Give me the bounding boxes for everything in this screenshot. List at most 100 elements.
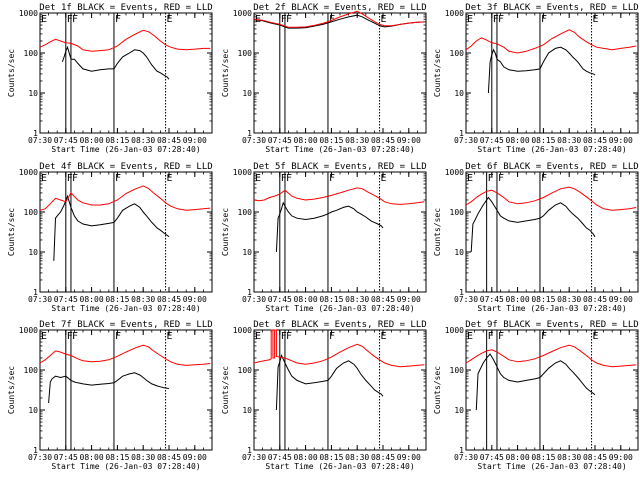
lld-series-line xyxy=(39,344,211,366)
y-tick-label: 1000 xyxy=(233,9,252,18)
x-axis-label: Start Time (26-Jan-03 07:28:40) xyxy=(51,304,200,313)
y-tick-label: 1 xyxy=(247,288,252,297)
x-axis-label: Start Time (26-Jan-03 07:28:40) xyxy=(265,462,414,471)
lld-series-line xyxy=(39,29,211,52)
y-tick-label: 1000 xyxy=(233,168,252,177)
marker-label: E xyxy=(167,331,173,342)
x-tick-label: 08:15 xyxy=(531,295,555,304)
x-tick-label: 08:15 xyxy=(105,453,129,462)
plot-frame xyxy=(465,329,639,451)
x-tick-label: 08:30 xyxy=(345,136,369,145)
x-tick-label: 08:15 xyxy=(319,453,343,462)
marker-label: F xyxy=(329,173,335,184)
edge-marker-label: E xyxy=(41,331,47,342)
marker-label: F xyxy=(72,331,78,342)
y-tick-label: 10 xyxy=(242,406,252,415)
x-tick-label: 08:00 xyxy=(506,136,530,145)
x-tick-label: 08:30 xyxy=(557,136,581,145)
marker-label: F xyxy=(286,14,292,25)
x-tick-label: 08:30 xyxy=(131,136,155,145)
x-tick-label: 07:30 xyxy=(454,453,478,462)
chart-panel: Det 8f BLACK = Events, RED = LLD 1 10 100 10… xyxy=(221,320,427,471)
chart-title: Det 6f BLACK = Events, RED = LLD xyxy=(465,162,638,172)
y-axis-label: Counts/sec xyxy=(433,366,442,414)
x-tick-label: 08:45 xyxy=(583,453,607,462)
lld-series-line xyxy=(465,186,637,211)
x-tick-label: 08:15 xyxy=(319,295,343,304)
x-tick-label: 08:00 xyxy=(294,453,318,462)
x-tick-label: 08:15 xyxy=(105,136,129,145)
y-tick-label: 10 xyxy=(28,248,38,257)
x-tick-label: 07:30 xyxy=(28,136,52,145)
y-tick-label: 100 xyxy=(238,208,253,217)
y-tick-label: 1 xyxy=(459,129,464,138)
marker-label: F xyxy=(72,173,78,184)
x-tick-label: 08:15 xyxy=(531,453,555,462)
events-series-line xyxy=(275,201,384,253)
y-tick-label: 1000 xyxy=(445,326,464,335)
x-tick-label: 07:45 xyxy=(54,453,78,462)
chart-panel: Det 2f BLACK = Events, RED = LLD 1 10 100 10… xyxy=(221,3,427,154)
y-tick-label: 1000 xyxy=(233,326,252,335)
marker-label: F xyxy=(498,173,504,184)
x-tick-label: 08:30 xyxy=(345,453,369,462)
events-series-line xyxy=(487,46,596,94)
x-tick-label: 07:45 xyxy=(54,136,78,145)
x-tick-label: 07:30 xyxy=(242,136,266,145)
chart-panel: Det 1f BLACK = Events, RED = LLD 1 10 100 10… xyxy=(7,3,213,154)
x-tick-label: 08:30 xyxy=(557,453,581,462)
marker-label: F xyxy=(67,173,73,184)
x-tick-label: 09:00 xyxy=(397,136,421,145)
edge-marker-label: E xyxy=(467,331,473,342)
lld-series-line xyxy=(253,187,425,205)
marker-label: F xyxy=(115,331,121,342)
x-tick-label: 07:30 xyxy=(454,136,478,145)
y-tick-label: 100 xyxy=(450,208,465,217)
marker-label: E xyxy=(593,173,599,184)
marker-label: E xyxy=(381,331,387,342)
marker-label: F xyxy=(498,14,504,25)
chart-title: Det 2f BLACK = Events, RED = LLD xyxy=(253,3,426,13)
x-tick-label: 07:45 xyxy=(480,136,504,145)
marker-label: F xyxy=(286,173,292,184)
y-tick-label: 1000 xyxy=(445,168,464,177)
y-tick-label: 10 xyxy=(454,406,464,415)
x-tick-label: 07:45 xyxy=(480,295,504,304)
x-tick-label: 08:00 xyxy=(80,453,104,462)
y-axis-label: Counts/sec xyxy=(433,208,442,256)
y-axis-label: Counts/sec xyxy=(7,49,16,97)
marker-label: E xyxy=(381,173,387,184)
marker-label: F xyxy=(541,14,547,25)
y-tick-label: 10 xyxy=(242,89,252,98)
x-tick-label: 08:15 xyxy=(531,136,555,145)
x-tick-label: 08:00 xyxy=(294,136,318,145)
y-tick-label: 100 xyxy=(450,366,465,375)
lld-series-line xyxy=(253,329,425,368)
marker-label: E xyxy=(167,14,173,25)
x-tick-label: 09:00 xyxy=(609,136,633,145)
chart-panel: Det 5f BLACK = Events, RED = LLD 1 10 100 10… xyxy=(221,162,427,313)
x-tick-label: 08:45 xyxy=(583,295,607,304)
lld-series-line xyxy=(253,10,425,28)
x-tick-label: 08:00 xyxy=(506,295,530,304)
x-tick-label: 08:00 xyxy=(506,453,530,462)
edge-marker-label: E xyxy=(41,14,47,25)
chart-panel: Det 3f BLACK = Events, RED = LLD 1 10 100 10… xyxy=(433,3,639,154)
x-tick-label: 07:45 xyxy=(54,295,78,304)
edge-marker-label: E xyxy=(467,14,473,25)
y-tick-label: 10 xyxy=(454,89,464,98)
y-tick-label: 100 xyxy=(238,366,253,375)
x-tick-label: 07:30 xyxy=(242,295,266,304)
marker-label: F xyxy=(281,173,287,184)
events-series-line xyxy=(470,196,596,253)
y-tick-label: 10 xyxy=(28,89,38,98)
edge-marker-label: E xyxy=(467,173,473,184)
events-series-line xyxy=(61,45,170,80)
chart-title: Det 1f BLACK = Events, RED = LLD xyxy=(39,3,212,13)
chart-title: Det 8f BLACK = Events, RED = LLD xyxy=(253,320,426,330)
chart-panel: Det 9f BLACK = Events, RED = LLD 1 10 100 10… xyxy=(433,320,639,471)
x-tick-label: 08:00 xyxy=(80,295,104,304)
events-series-line xyxy=(275,354,384,411)
x-tick-label: 08:30 xyxy=(131,295,155,304)
lld-series-line xyxy=(39,185,211,211)
